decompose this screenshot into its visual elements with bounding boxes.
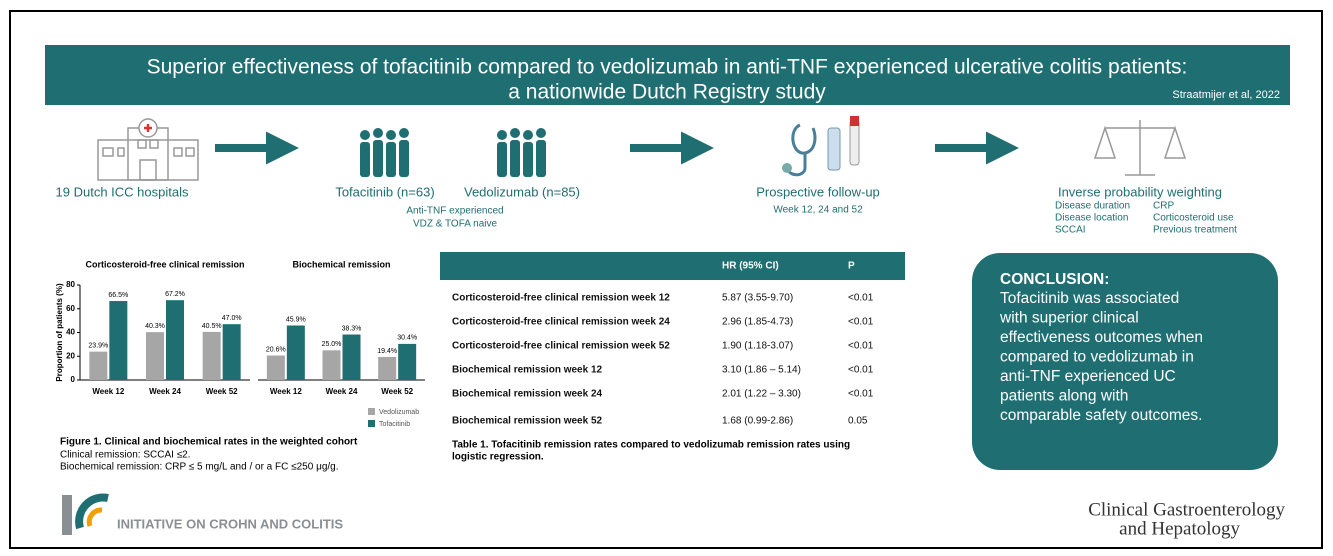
y-tick-label: 80: [66, 280, 75, 289]
bar: [166, 300, 184, 380]
bar: [203, 332, 221, 380]
x-tick-label: Week 52: [381, 387, 413, 396]
row-label: Biochemical remission week 52: [452, 416, 603, 427]
row-value: 1.68 (0.99-2.86): [722, 416, 793, 427]
value-label: 38.3%: [342, 325, 362, 332]
x-tick-label: Week 24: [326, 387, 358, 396]
row-value: <0.01: [848, 293, 874, 304]
bar: [398, 344, 416, 380]
graphical-abstract: Superior effectiveness of tofacitinib co…: [0, 0, 1333, 556]
value-label: 20.6%: [266, 346, 286, 353]
y-tick-label: 60: [66, 304, 75, 313]
row-value: 2.01 (1.22 – 3.30): [722, 389, 801, 400]
bar: [378, 357, 396, 380]
flow-label: Vedolizumab (n=85): [464, 184, 580, 199]
y-axis-label: Proportion of patients (%): [55, 283, 64, 382]
row-value: 3.10 (1.86 – 5.14): [722, 365, 801, 376]
flow-note: Week 12, 24 and 52: [773, 205, 863, 216]
organization: INITIATIVE ON CROHN AND COLITIS: [117, 516, 343, 531]
conclusion-text: with superior clinical: [999, 310, 1139, 327]
y-tick-label: 0: [71, 375, 76, 384]
value-label: 40.3%: [145, 323, 165, 330]
figure-note: Biochemical remission: CRP ≤ 5 mg/L and …: [60, 462, 339, 473]
journal: and Hepatology: [1119, 518, 1240, 539]
figure-caption: Figure 1. Clinical and biochemical rates…: [60, 437, 358, 448]
flow-note: Previous treatment: [1153, 225, 1237, 236]
row-label: Corticosteroid-free clinical remission w…: [452, 317, 670, 328]
table-caption: logistic regression.: [452, 452, 544, 463]
row-value: <0.01: [848, 317, 874, 328]
chart-title: Biochemical remission: [292, 259, 390, 269]
legend-label: Vedolizumab: [379, 409, 419, 416]
conclusion-text: anti-TNF experienced UC: [1000, 368, 1176, 385]
row-value: 5.87 (3.55-9.70): [722, 293, 793, 304]
y-tick-label: 40: [66, 328, 75, 337]
row-label: Corticosteroid-free clinical remission w…: [452, 293, 670, 304]
value-label: 40.5%: [202, 323, 222, 330]
row-value: 2.96 (1.85-4.73): [722, 317, 793, 328]
value-label: 19.4%: [377, 348, 397, 355]
journal: Clinical Gastroenterology: [1088, 499, 1285, 520]
row-value: 0.05: [848, 416, 868, 427]
row-label: Biochemical remission week 12: [452, 365, 603, 376]
bar: [89, 352, 107, 380]
bar: [109, 301, 127, 380]
flow-label: Inverse probability weighting: [1058, 184, 1222, 199]
flow-label: Tofacitinib (n=63): [335, 184, 434, 199]
flow-note: SCCAI: [1055, 225, 1086, 236]
title: a nationwide Dutch Registry study: [508, 81, 826, 104]
bar: [146, 332, 164, 380]
legend-swatch: [368, 408, 375, 415]
x-tick-label: Week 52: [206, 387, 238, 396]
y-tick-label: 20: [66, 351, 75, 360]
table-caption: Table 1. Tofacitinib remission rates com…: [452, 440, 850, 451]
flow-note: Corticosteroid use: [1153, 213, 1234, 224]
conclusion-heading: CONCLUSION:: [1000, 271, 1109, 288]
flow-note: VDZ & TOFA naive: [413, 219, 498, 230]
value-label: 23.9%: [88, 342, 108, 349]
value-label: 25.0%: [322, 341, 342, 348]
conclusion-text: Tofacitinib was associated: [1000, 290, 1179, 307]
value-label: 67.2%: [165, 291, 185, 298]
flow-note: Disease duration: [1055, 201, 1130, 212]
bar: [323, 350, 341, 380]
flow-note: Anti-TNF experienced: [406, 206, 503, 217]
flow-label: Prospective follow-up: [756, 184, 880, 199]
value-label: 66.5%: [108, 292, 128, 299]
flow-note: Disease location: [1055, 213, 1128, 224]
flow-label: 19 Dutch ICC hospitals: [56, 184, 189, 199]
flow-note: CRP: [1153, 201, 1174, 212]
citation: Straatmijer et al, 2022: [1172, 89, 1280, 101]
row-value: 1.90 (1.18-3.07): [722, 341, 793, 352]
value-label: 30.4%: [397, 335, 417, 342]
x-tick-label: Week 12: [270, 387, 302, 396]
legend-label: Tofacitinib: [379, 421, 410, 428]
title: Superior effectiveness of tofacitinib co…: [147, 56, 1188, 79]
row-value: <0.01: [848, 341, 874, 352]
x-tick-label: Week 24: [149, 387, 181, 396]
value-label: 45.9%: [286, 316, 306, 323]
conclusion-text: effectiveness outcomes when: [1000, 329, 1203, 346]
table-header: [440, 252, 905, 280]
conclusion-text: comparable safety outcomes.: [1000, 407, 1202, 424]
value-label: 47.0%: [222, 315, 242, 322]
column-header: P: [848, 261, 855, 272]
row-label: Corticosteroid-free clinical remission w…: [452, 341, 670, 352]
chart-title: Corticosteroid-free clinical remission: [85, 259, 244, 269]
bar: [223, 324, 241, 380]
conclusion-text: patients along with: [1000, 388, 1128, 405]
row-label: Biochemical remission week 24: [452, 389, 603, 400]
bar: [343, 335, 361, 380]
conclusion-text: compared to vedolizumab in: [1000, 349, 1194, 366]
figure-note: Clinical remission: SCCAI ≤2.: [60, 450, 191, 461]
row-value: <0.01: [848, 389, 874, 400]
x-tick-label: Week 12: [92, 387, 124, 396]
row-value: <0.01: [848, 365, 874, 376]
column-header: HR (95% CI): [722, 261, 779, 272]
bar: [287, 325, 305, 380]
legend-swatch: [368, 420, 375, 427]
bar: [267, 356, 285, 380]
